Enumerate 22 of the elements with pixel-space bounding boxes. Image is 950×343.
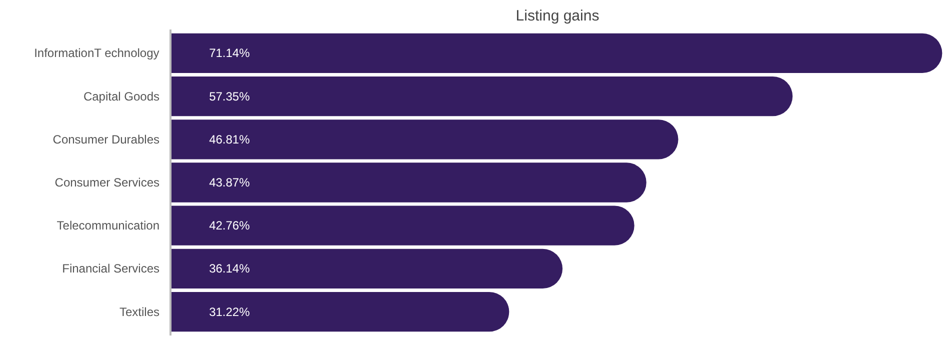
y-tick-label: Capital Goods [83,89,160,104]
y-tick-label: Consumer Durables [52,132,160,146]
data-label: 57.35% [209,89,250,104]
data-label: 42.76% [209,218,250,233]
bar [170,292,510,332]
data-label: 46.81% [209,132,250,146]
data-label: 71.14% [209,46,250,60]
y-tick-label: Consumer Services [54,176,160,190]
data-label: 43.87% [209,176,250,190]
y-tick-label: Telecommunication [56,218,160,233]
data-label: 36.14% [209,262,250,276]
bar [170,120,678,160]
y-tick-label: Financial Services [62,262,160,276]
data-label: 31.22% [209,304,250,319]
bar [170,33,942,74]
bar [170,248,563,289]
y-tick-label: Textiles [119,304,160,319]
chart-title: Listing gains [516,8,600,24]
bar [170,76,793,116]
bar [170,162,646,202]
bar [170,206,634,246]
y-tick-label: InformationT echnology [34,46,160,60]
